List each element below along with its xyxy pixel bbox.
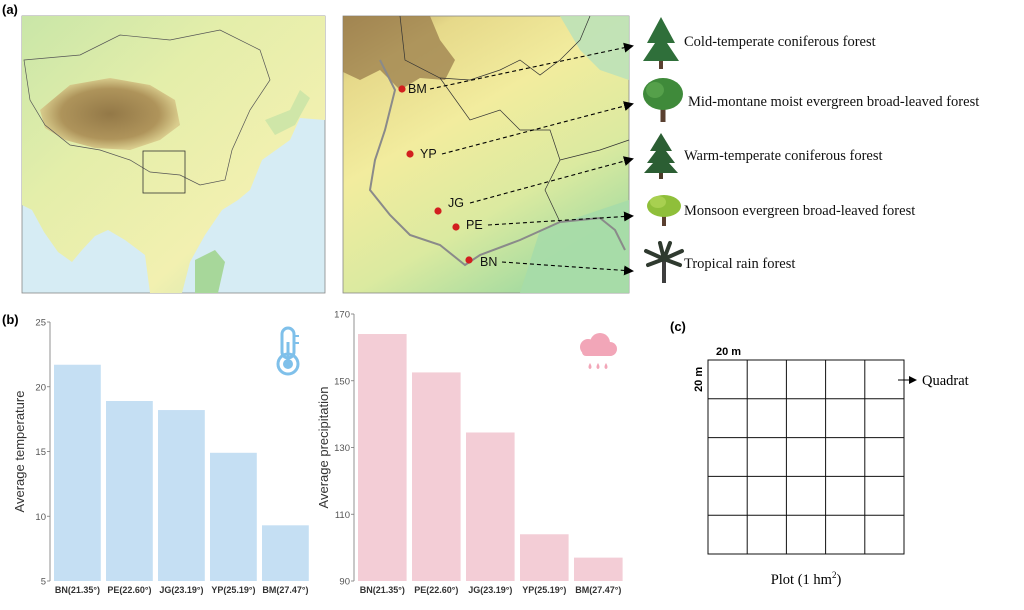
bar	[466, 432, 515, 581]
bushy-tree-icon	[647, 195, 681, 226]
cell-width-label: 20 m	[716, 346, 741, 358]
precipitation-bar-chart: 90 110 130 150 170 Average precipitation BN(21…	[316, 310, 623, 595]
site-marker	[465, 256, 473, 264]
y-tick-label: 5	[41, 577, 46, 588]
site-arrow	[441, 101, 634, 155]
rain-cloud-icon	[580, 333, 617, 369]
x-tick-label: BN(21.35°)	[55, 585, 100, 595]
y-tick-label: 20	[35, 382, 46, 393]
temperature-bar-chart: 5 10 15 20 25 Average temperature BN(21.35°) PE…	[12, 318, 309, 595]
site-code-label: PE	[466, 218, 483, 232]
site-marker	[434, 207, 442, 215]
panel-label-b: (b)	[2, 312, 19, 327]
forest-type-label: Cold-temperate coniferous forest	[684, 34, 876, 50]
forest-type-label: Tropical rain forest	[684, 256, 795, 272]
site-code-label: JG	[448, 196, 464, 210]
panel-label-a: (a)	[2, 2, 18, 17]
site-code-label: BN	[480, 255, 497, 269]
y-tick-label: 110	[335, 510, 350, 521]
site-code-label: YP	[420, 147, 437, 161]
site-arrow	[487, 211, 634, 226]
bar	[358, 334, 407, 581]
bar	[210, 452, 257, 581]
forest-type-label: Monsoon evergreen broad-leaved forest	[684, 203, 915, 219]
panel-label-c: (c)	[670, 319, 686, 334]
x-tick-label: BN(21.35°)	[360, 585, 405, 595]
bar	[158, 410, 205, 581]
y-tick-label: 130	[334, 443, 350, 454]
study-area-box	[142, 150, 186, 194]
x-tick-label: YP(25.19°)	[211, 585, 255, 595]
bar	[520, 534, 569, 581]
bar	[412, 372, 461, 581]
x-tick-label: BM(27.47°)	[262, 585, 308, 595]
cell-height-label: 20 m	[693, 367, 705, 392]
y-tick-label: 90	[339, 577, 350, 588]
forest-type-label: Mid-montane moist evergreen broad-leaved…	[688, 94, 979, 110]
site-markers: BM Cold-temperate coniferous forest YP Mid-…	[398, 34, 979, 276]
conifer-tree-icon	[643, 17, 679, 69]
quadrat-label: Quadrat	[922, 373, 969, 389]
x-tick-label: JG(23.19°)	[468, 585, 512, 595]
study-region-map	[342, 15, 630, 294]
x-tick-label: PE(22.60°)	[414, 585, 458, 595]
y-tick-label: 15	[35, 447, 46, 458]
bar	[262, 525, 309, 581]
x-tick-label: JG(23.19°)	[159, 585, 203, 595]
conifer-tree-icon	[644, 133, 678, 179]
y-tick-label: 170	[334, 310, 350, 321]
x-tick-label: PE(22.60°)	[107, 585, 151, 595]
thermometer-icon	[276, 326, 300, 376]
bar	[106, 400, 153, 581]
broadleaf-tree-icon	[643, 78, 683, 122]
y-tick-label: 150	[334, 376, 350, 387]
site-arrow	[501, 261, 634, 276]
forest-type-label: Warm-temperate coniferous forest	[684, 148, 883, 164]
site-marker	[398, 85, 406, 93]
asia-overview-map	[21, 15, 326, 294]
palm-tree-icon	[644, 241, 684, 283]
bar	[54, 364, 101, 581]
y-tick-label: 25	[35, 318, 46, 329]
plot-grid-diagram: 20 m 20 m Quadrat Plot (1 hm2)	[693, 346, 969, 588]
site-code-label: BM	[408, 82, 427, 96]
x-tick-label: YP(25.19°)	[522, 585, 566, 595]
y-axis-title: Average precipitation	[316, 387, 331, 509]
plot-outline	[707, 359, 905, 555]
y-axis-title: Average temperature	[12, 391, 27, 513]
y-tick-label: 10	[35, 512, 46, 523]
site-marker	[406, 150, 414, 158]
plot-size-label: Plot (1 hm2)	[771, 570, 842, 588]
bar	[574, 557, 623, 581]
site-marker	[452, 223, 460, 231]
x-tick-label: BM(27.47°)	[575, 585, 621, 595]
